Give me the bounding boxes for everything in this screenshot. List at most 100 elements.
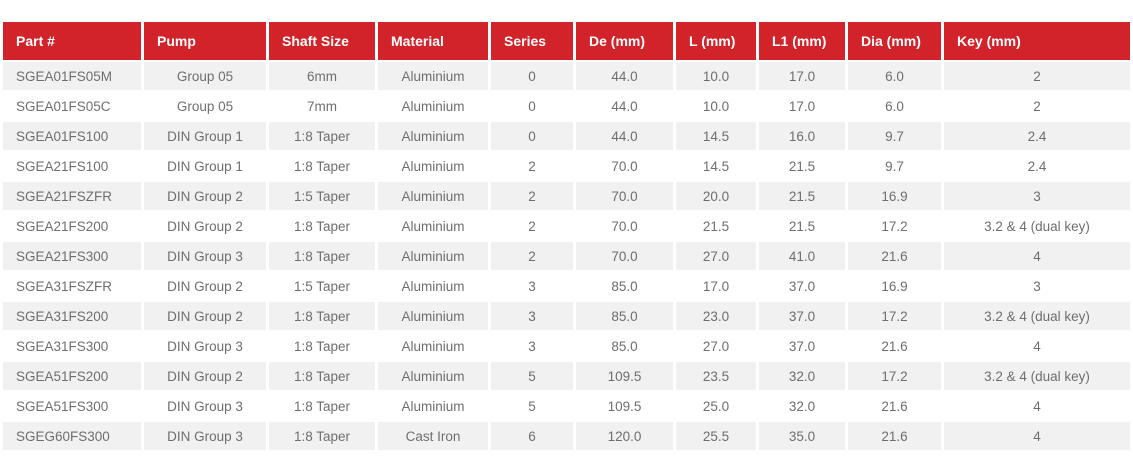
table-row: SGEA01FS05C Group 05 7mm Aluminium 0 44.0 10.0… bbox=[3, 92, 1130, 120]
cell-de-mm: 85.0 bbox=[576, 332, 673, 360]
column-header-part: Part # bbox=[3, 22, 141, 60]
cell-l1-mm: 21.5 bbox=[759, 212, 845, 240]
cell-shaft-size: 1:8 Taper bbox=[269, 362, 375, 390]
cell-de-mm: 70.0 bbox=[576, 242, 673, 270]
cell-series: 0 bbox=[491, 62, 573, 90]
cell-key-mm: 2.4 bbox=[944, 122, 1130, 150]
cell-shaft-size: 1:8 Taper bbox=[269, 242, 375, 270]
cell-dia-mm: 21.6 bbox=[848, 422, 941, 450]
cell-l1-mm: 32.0 bbox=[759, 362, 845, 390]
table-row: SGEG60FS300 DIN Group 3 1:8 Taper Cast Iron… bbox=[3, 422, 1130, 450]
cell-key-mm: 2.4 bbox=[944, 152, 1130, 180]
table-row: SGEA51FS200 DIN Group 2 1:8 Taper Aluminium… bbox=[3, 362, 1130, 390]
cell-material: Aluminium bbox=[378, 392, 488, 420]
part-number-cell: SGEA01FS05M bbox=[3, 62, 141, 90]
cell-series: 0 bbox=[491, 122, 573, 150]
cell-l1-mm: 37.0 bbox=[759, 272, 845, 300]
cell-dia-mm: 9.7 bbox=[848, 122, 941, 150]
cell-shaft-size: 1:8 Taper bbox=[269, 332, 375, 360]
column-header-pump: Pump bbox=[144, 22, 266, 60]
cell-l1-mm: 41.0 bbox=[759, 242, 845, 270]
cell-dia-mm: 21.6 bbox=[848, 332, 941, 360]
part-number-cell: SGEA31FSZFR bbox=[3, 272, 141, 300]
cell-shaft-size: 1:8 Taper bbox=[269, 422, 375, 450]
cell-l-mm: 25.0 bbox=[676, 392, 756, 420]
cell-key-mm: 3 bbox=[944, 182, 1130, 210]
cell-series: 2 bbox=[491, 182, 573, 210]
cell-series: 3 bbox=[491, 332, 573, 360]
cell-l1-mm: 17.0 bbox=[759, 62, 845, 90]
cell-l1-mm: 21.5 bbox=[759, 152, 845, 180]
cell-de-mm: 109.5 bbox=[576, 362, 673, 390]
cell-series: 5 bbox=[491, 362, 573, 390]
cell-de-mm: 44.0 bbox=[576, 122, 673, 150]
table-row: SGEA21FSZFR DIN Group 2 1:5 Taper Aluminium… bbox=[3, 182, 1130, 210]
table-row: SGEA31FS200 DIN Group 2 1:8 Taper Aluminium… bbox=[3, 302, 1130, 330]
column-header-material: Material bbox=[378, 22, 488, 60]
part-number-cell: SGEA51FS300 bbox=[3, 392, 141, 420]
cell-shaft-size: 1:8 Taper bbox=[269, 212, 375, 240]
cell-pump: Group 05 bbox=[144, 92, 266, 120]
part-number-cell: SGEA21FSZFR bbox=[3, 182, 141, 210]
cell-key-mm: 4 bbox=[944, 332, 1130, 360]
cell-pump: DIN Group 2 bbox=[144, 212, 266, 240]
cell-key-mm: 3.2 & 4 (dual key) bbox=[944, 212, 1130, 240]
cell-de-mm: 44.0 bbox=[576, 92, 673, 120]
cell-de-mm: 70.0 bbox=[576, 152, 673, 180]
cell-dia-mm: 6.0 bbox=[848, 62, 941, 90]
cell-shaft-size: 6mm bbox=[269, 62, 375, 90]
cell-key-mm: 3.2 & 4 (dual key) bbox=[944, 302, 1130, 330]
cell-pump: DIN Group 1 bbox=[144, 122, 266, 150]
part-number-cell: SGEA01FS05C bbox=[3, 92, 141, 120]
cell-series: 3 bbox=[491, 272, 573, 300]
cell-l-mm: 25.5 bbox=[676, 422, 756, 450]
column-header-dia-mm: Dia (mm) bbox=[848, 22, 941, 60]
cell-l-mm: 27.0 bbox=[676, 332, 756, 360]
table-row: SGEA21FS100 DIN Group 1 1:8 Taper Aluminium… bbox=[3, 152, 1130, 180]
cell-l1-mm: 17.0 bbox=[759, 92, 845, 120]
cell-l1-mm: 37.0 bbox=[759, 332, 845, 360]
part-number-cell: SGEA01FS100 bbox=[3, 122, 141, 150]
cell-dia-mm: 9.7 bbox=[848, 152, 941, 180]
cell-pump: DIN Group 2 bbox=[144, 182, 266, 210]
cell-de-mm: 85.0 bbox=[576, 272, 673, 300]
cell-series: 2 bbox=[491, 242, 573, 270]
table-row: SGEA21FS200 DIN Group 2 1:8 Taper Aluminium… bbox=[3, 212, 1130, 240]
cell-material: Aluminium bbox=[378, 272, 488, 300]
column-header-l1-mm: L1 (mm) bbox=[759, 22, 845, 60]
cell-material: Aluminium bbox=[378, 182, 488, 210]
column-header-series: Series bbox=[491, 22, 573, 60]
column-header-de-mm: De (mm) bbox=[576, 22, 673, 60]
cell-l1-mm: 35.0 bbox=[759, 422, 845, 450]
table-row: SGEA31FSZFR DIN Group 2 1:5 Taper Aluminium… bbox=[3, 272, 1130, 300]
cell-pump: DIN Group 3 bbox=[144, 392, 266, 420]
cell-l1-mm: 37.0 bbox=[759, 302, 845, 330]
cell-key-mm: 3.2 & 4 (dual key) bbox=[944, 362, 1130, 390]
cell-dia-mm: 16.9 bbox=[848, 182, 941, 210]
table-body: SGEA01FS05M Group 05 6mm Aluminium 0 44.0 10.0… bbox=[3, 62, 1130, 450]
cell-shaft-size: 1:5 Taper bbox=[269, 272, 375, 300]
cell-series: 6 bbox=[491, 422, 573, 450]
cell-material: Cast Iron bbox=[378, 422, 488, 450]
cell-key-mm: 4 bbox=[944, 242, 1130, 270]
cell-l1-mm: 32.0 bbox=[759, 392, 845, 420]
cell-shaft-size: 1:8 Taper bbox=[269, 152, 375, 180]
cell-shaft-size: 1:5 Taper bbox=[269, 182, 375, 210]
cell-l-mm: 17.0 bbox=[676, 272, 756, 300]
cell-l-mm: 14.5 bbox=[676, 122, 756, 150]
cell-dia-mm: 16.9 bbox=[848, 272, 941, 300]
cell-material: Aluminium bbox=[378, 362, 488, 390]
part-number-cell: SGEA31FS300 bbox=[3, 332, 141, 360]
cell-l-mm: 10.0 bbox=[676, 62, 756, 90]
cell-pump: DIN Group 3 bbox=[144, 422, 266, 450]
column-header-key-mm: Key (mm) bbox=[944, 22, 1130, 60]
table-row: SGEA21FS300 DIN Group 3 1:8 Taper Aluminium… bbox=[3, 242, 1130, 270]
cell-pump: DIN Group 3 bbox=[144, 242, 266, 270]
cell-key-mm: 3 bbox=[944, 272, 1130, 300]
cell-de-mm: 85.0 bbox=[576, 302, 673, 330]
cell-series: 3 bbox=[491, 302, 573, 330]
cell-l1-mm: 21.5 bbox=[759, 182, 845, 210]
cell-key-mm: 4 bbox=[944, 392, 1130, 420]
cell-material: Aluminium bbox=[378, 212, 488, 240]
cell-pump: DIN Group 2 bbox=[144, 362, 266, 390]
